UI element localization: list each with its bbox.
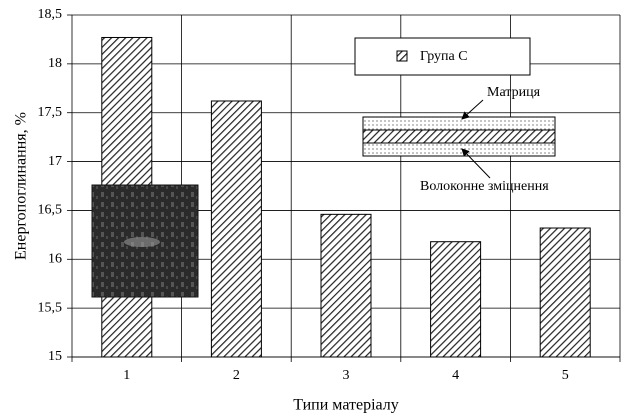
arrow xyxy=(461,148,491,179)
matrix-layer xyxy=(362,142,556,157)
y-tick-label: 17 xyxy=(48,154,62,169)
fiber-layer xyxy=(362,129,556,144)
y-tick-label: 16,5 xyxy=(38,203,63,218)
x-tick-label: 5 xyxy=(562,368,569,383)
y-tick-label: 15 xyxy=(48,349,62,364)
x-tick-label: 1 xyxy=(123,368,130,383)
bar xyxy=(210,100,262,358)
inset-highlight xyxy=(124,237,160,247)
y-tick-label: 17,5 xyxy=(38,105,63,120)
bar xyxy=(320,213,372,358)
bar xyxy=(430,241,482,358)
x-axis-label: Типи матеріалу xyxy=(293,397,399,414)
bar xyxy=(539,227,591,358)
annotation: Матриця xyxy=(487,85,541,100)
legend-swatch xyxy=(396,50,408,62)
y-tick-label: 18 xyxy=(48,56,62,71)
annotation: Волоконне зміцнення xyxy=(420,179,549,194)
y-axis-label: Енергопоглинання, % xyxy=(13,112,30,260)
y-tick-label: 15,5 xyxy=(38,300,63,315)
y-tick-label: 18,5 xyxy=(38,7,63,22)
x-tick-label: 4 xyxy=(452,368,459,383)
x-tick-label: 3 xyxy=(343,368,350,383)
x-tick-label: 2 xyxy=(233,368,240,383)
legend-label: Група С xyxy=(420,49,468,64)
arrow xyxy=(461,99,484,120)
matrix-layer xyxy=(362,116,556,131)
legend-box xyxy=(354,37,531,76)
y-tick-label: 16 xyxy=(48,252,62,267)
